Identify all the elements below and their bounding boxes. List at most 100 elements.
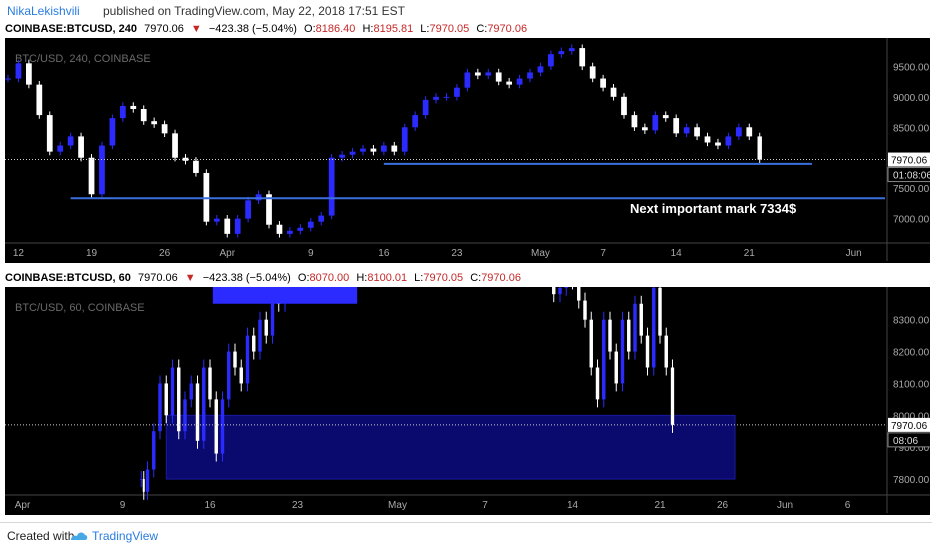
publish-header: NikaLekishvili published on TradingView.…: [0, 0, 932, 22]
candle-body: [183, 399, 187, 432]
candle-body: [88, 157, 95, 195]
candle-body: [339, 154, 345, 158]
candle-body: [757, 136, 762, 160]
top-chart-canvas[interactable]: BTC/USD, 240, COINBASE 9500.00 9000.00 8500…: [5, 38, 930, 263]
candle-body: [227, 351, 231, 400]
tradingview-logo-icon[interactable]: [69, 528, 89, 544]
candle-body: [152, 431, 156, 470]
bottom-chart-legend: COINBASE:BTCUSD, 60 7970.06 ▼ −423.38 (−…: [5, 270, 521, 286]
high-value: 8195.81: [373, 23, 414, 35]
time-tick-label: 16: [378, 248, 390, 259]
candle-body: [164, 383, 168, 416]
candle-body: [212, 287, 358, 304]
candle-body: [234, 218, 241, 234]
close-label: C:: [476, 23, 488, 35]
publish-info: published on TradingView.com, May 22, 20…: [103, 4, 405, 18]
price-tick-label: 9000.00: [893, 93, 930, 104]
price-change: −423.38 (−5.04%): [202, 272, 291, 284]
candle-body: [715, 142, 721, 146]
low-label: L:: [420, 23, 430, 35]
candle-body: [589, 66, 596, 79]
candle-body: [558, 51, 565, 55]
candle-body: [401, 127, 408, 152]
time-tick-label: May: [388, 500, 407, 511]
time-tick-label: Apr: [15, 500, 31, 511]
author-link[interactable]: NikaLekishvili: [7, 4, 80, 18]
open-value: 8070.00: [309, 272, 350, 284]
candle-body: [276, 224, 283, 234]
top-chart-panel[interactable]: BTC/USD, 240, COINBASE 9500.00 9000.00 8500…: [5, 38, 930, 263]
candle-body: [443, 96, 450, 98]
countdown-box: [887, 167, 930, 183]
candle-body: [99, 145, 105, 195]
price-tick-label: 8300.00: [893, 316, 930, 327]
price-tick-label: 8500.00: [893, 123, 930, 134]
candle-body: [583, 300, 587, 320]
tradingview-brand[interactable]: TradingView: [92, 529, 159, 543]
candle-body: [537, 66, 544, 73]
bottom-chart-panel[interactable]: BTC/USD, 60, COINBASE 8300.00 8200.00 8100.…: [5, 287, 930, 515]
candle-body: [109, 118, 116, 146]
candle-body: [558, 287, 562, 295]
last-price: 7970.06: [137, 272, 178, 284]
price-tick-label: 8100.00: [893, 379, 930, 390]
candle-body: [725, 136, 732, 146]
candle-body: [140, 479, 143, 481]
candle-body: [652, 287, 656, 368]
time-tick-label: 26: [717, 500, 729, 511]
candle-body: [245, 200, 252, 219]
created-with-label: Created with: [7, 529, 75, 543]
low-value: 7970.05: [423, 272, 464, 284]
candle-body: [683, 127, 690, 134]
candle-body: [370, 148, 377, 152]
candle-body: [704, 136, 711, 143]
candle-body: [627, 319, 631, 352]
time-tick-label: 23: [451, 248, 463, 259]
candle-body: [564, 287, 568, 288]
candle-body: [245, 335, 250, 384]
candle-body: [595, 367, 600, 400]
symbol-label[interactable]: COINBASE:BTCUSD, 60: [5, 272, 131, 284]
bottom-chart-canvas[interactable]: BTC/USD, 60, COINBASE 8300.00 8200.00 8100.…: [5, 287, 930, 515]
time-tick-label: 19: [86, 248, 98, 259]
candle-body: [266, 194, 272, 225]
time-tick-label: 12: [13, 248, 25, 259]
candle-body: [380, 145, 387, 152]
candle-body: [130, 105, 137, 109]
price-label: 7970.06: [891, 421, 928, 432]
candle-body: [673, 118, 680, 134]
candle-body: [349, 151, 356, 155]
price-tick-label: 9500.00: [893, 62, 930, 73]
low-label: L:: [414, 272, 424, 284]
open-value: 8186.40: [315, 23, 356, 35]
candle-body: [193, 160, 199, 173]
candle-body: [670, 367, 675, 425]
candle-body: [161, 124, 168, 134]
candle-body: [142, 479, 145, 492]
candle-body: [577, 287, 581, 301]
time-tick-label: 21: [744, 248, 756, 259]
down-arrow-icon: ▼: [184, 272, 196, 284]
price-tick-label: 7900.00: [893, 443, 930, 454]
candle-body: [639, 303, 643, 336]
candle-body: [220, 399, 225, 454]
candle-body: [328, 157, 335, 216]
price-tick-label: 7000.00: [893, 215, 930, 226]
candle-body: [287, 230, 293, 234]
candle-body: [464, 72, 471, 88]
symbol-label[interactable]: COINBASE:BTCUSD, 240: [5, 23, 138, 35]
candle-body: [664, 335, 668, 368]
down-arrow-icon: ▼: [190, 23, 202, 35]
candle-body: [746, 127, 753, 137]
time-tick-label: 7: [482, 500, 488, 511]
candle-body: [258, 319, 262, 352]
candle-body: [620, 319, 625, 384]
candle-body: [224, 218, 231, 234]
candle-body: [360, 148, 366, 152]
high-label: H:: [362, 23, 374, 35]
candle-body: [202, 367, 206, 441]
candle-body: [412, 115, 419, 128]
time-tick-label: 9: [120, 500, 126, 511]
candle-body: [433, 96, 439, 100]
candle-body: [208, 367, 212, 400]
